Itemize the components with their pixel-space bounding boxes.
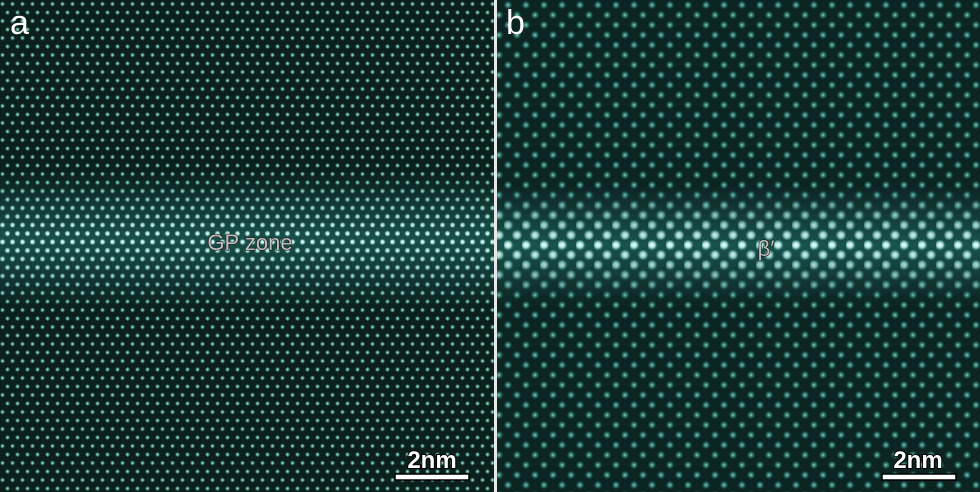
scale-bar-label: 2nm (893, 447, 942, 474)
panel-a: a GP zone 2nm (0, 0, 494, 492)
panel-b: b β′ 2nm (497, 0, 980, 492)
panel-label: b (506, 4, 525, 42)
bright-band (497, 195, 980, 295)
scale-bar (882, 474, 956, 480)
panel-label: a (10, 4, 29, 42)
page: a GP zone 2nm b β′ 2nm (() => { const da… (0, 0, 980, 492)
divider (494, 0, 497, 492)
annotation: β′ (758, 236, 775, 261)
annotation: GP zone (207, 230, 292, 255)
scale-bar-label: 2nm (407, 447, 456, 474)
scale-bar (395, 474, 469, 480)
figure: a GP zone 2nm b β′ 2nm (0, 0, 980, 492)
